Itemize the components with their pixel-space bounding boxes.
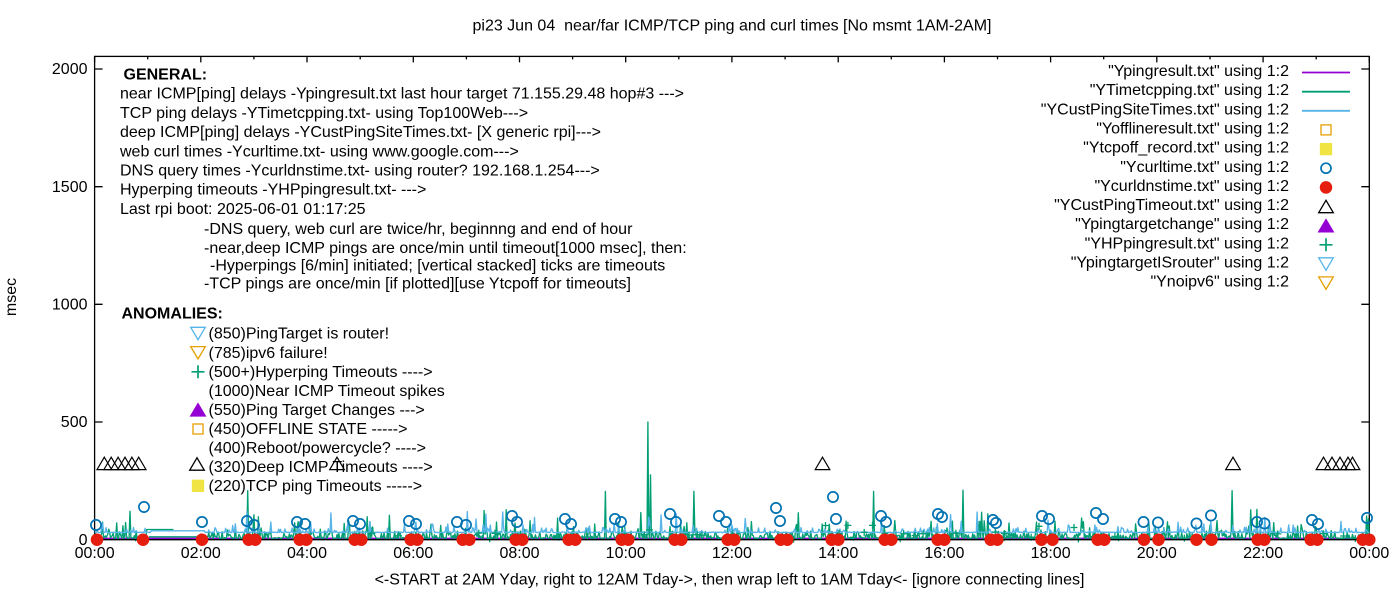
- svg-text:2000: 2000: [52, 61, 88, 78]
- svg-text:"YpingtargetISrouter" using 1:: "YpingtargetISrouter" using 1:2: [1071, 255, 1289, 272]
- svg-text:1500: 1500: [52, 179, 88, 196]
- svg-text:06:00: 06:00: [393, 545, 433, 562]
- svg-text:-TCP pings are once/min [if pl: -TCP pings are once/min [if plotted][use…: [204, 276, 631, 293]
- svg-text:Hyperping timeouts -YHPpingres: Hyperping timeouts -YHPpingresult.txt- -…: [120, 182, 426, 199]
- svg-text:pi23 Jun 04 near/far ICMP/TCP: pi23 Jun 04 near/far ICMP/TCP ping and c…: [472, 18, 991, 35]
- svg-text:"Ycurltime.txt" using 1:2: "Ycurltime.txt" using 1:2: [1120, 159, 1289, 176]
- svg-text:"YCustPingSiteTimes.txt" using: "YCustPingSiteTimes.txt" using 1:2: [1041, 101, 1289, 118]
- svg-text:22:00: 22:00: [1243, 545, 1283, 562]
- svg-text:(220)TCP ping Timeouts ----->: (220)TCP ping Timeouts ----->: [209, 478, 423, 495]
- svg-text:Last rpi boot: 2025-06-01 01:1: Last rpi boot: 2025-06-01 01:17:25: [120, 201, 366, 218]
- svg-text:(450)OFFLINE STATE ----->: (450)OFFLINE STATE ----->: [209, 421, 408, 438]
- svg-text:"Ynoipv6" using 1:2: "Ynoipv6" using 1:2: [1150, 274, 1289, 291]
- svg-text:"YTimetcpping.txt" using 1:2: "YTimetcpping.txt" using 1:2: [1090, 82, 1289, 99]
- svg-text:TCP ping delays -YTimetcpping.: TCP ping delays -YTimetcpping.txt- using…: [120, 105, 528, 122]
- svg-text:"Ypingresult.txt" using 1:2: "Ypingresult.txt" using 1:2: [1108, 63, 1289, 80]
- svg-text:04:00: 04:00: [287, 545, 327, 562]
- svg-text:DNS query times -Ycurldnstime.: DNS query times -Ycurldnstime.txt- using…: [120, 163, 600, 180]
- svg-text:deep ICMP[ping] delays -YCustP: deep ICMP[ping] delays -YCustPingSiteTim…: [120, 124, 601, 141]
- svg-text:0: 0: [79, 532, 88, 549]
- svg-text:"Ycurldnstime.txt" using 1:2: "Ycurldnstime.txt" using 1:2: [1094, 178, 1289, 195]
- svg-text:(850)PingTarget is router!: (850)PingTarget is router!: [209, 326, 390, 343]
- svg-text:near ICMP[ping] delays -Ypingr: near ICMP[ping] delays -Ypingresult.txt …: [120, 86, 684, 103]
- svg-text:(550)Ping Target Changes --->: (550)Ping Target Changes --->: [209, 402, 425, 419]
- svg-text:02:00: 02:00: [181, 545, 221, 562]
- svg-text:16:00: 16:00: [924, 545, 964, 562]
- svg-text:web curl times -Ycurltime.txt-: web curl times -Ycurltime.txt- using www…: [119, 143, 519, 160]
- svg-text:00:00: 00:00: [75, 545, 115, 562]
- svg-text:msec: msec: [3, 278, 20, 316]
- svg-text:18:00: 18:00: [1031, 545, 1071, 562]
- svg-text:"Ypingtargetchange" using 1:2: "Ypingtargetchange" using 1:2: [1075, 216, 1289, 233]
- svg-text:12:00: 12:00: [712, 545, 752, 562]
- svg-text:"YHPpingresult.txt" using 1:2: "YHPpingresult.txt" using 1:2: [1085, 235, 1289, 252]
- svg-text:-Hyperpings [6/min] initiated;: -Hyperpings [6/min] initiated; [vertical…: [210, 258, 665, 275]
- svg-text:14:00: 14:00: [818, 545, 858, 562]
- svg-text:-DNS query, web curl are twice: -DNS query, web curl are twice/hr, begin…: [204, 221, 633, 238]
- svg-text:10:00: 10:00: [606, 545, 646, 562]
- svg-text:<-START at 2AM Yday, right to: <-START at 2AM Yday, right to 12AM Tday-…: [375, 572, 1085, 589]
- svg-text:(400)Reboot/powercycle? ---->: (400)Reboot/powercycle? ---->: [209, 440, 426, 457]
- svg-text:GENERAL:: GENERAL:: [124, 66, 208, 83]
- svg-text:(500+)Hyperping Timeouts ---->: (500+)Hyperping Timeouts ---->: [209, 364, 433, 381]
- svg-text:"YCustPingTimeout.txt" using 1: "YCustPingTimeout.txt" using 1:2: [1054, 197, 1289, 214]
- svg-text:"Ytcpoff_record.txt" using 1:2: "Ytcpoff_record.txt" using 1:2: [1083, 140, 1289, 157]
- svg-text:(1000)Near ICMP Timeout spikes: (1000)Near ICMP Timeout spikes: [209, 383, 445, 400]
- svg-text:00:00: 00:00: [1349, 545, 1389, 562]
- svg-text:(785)ipv6 failure!: (785)ipv6 failure!: [209, 345, 328, 362]
- svg-text:20:00: 20:00: [1137, 545, 1177, 562]
- svg-text:"Yofflineresult.txt" using 1:2: "Yofflineresult.txt" using 1:2: [1096, 120, 1289, 137]
- svg-text:(320)Deep ICMP Timeouts ---->: (320)Deep ICMP Timeouts ---->: [209, 459, 433, 476]
- svg-text:08:00: 08:00: [499, 545, 539, 562]
- svg-text:1000: 1000: [52, 297, 88, 314]
- svg-text:ANOMALIES:: ANOMALIES:: [122, 306, 223, 323]
- svg-text:-near,deep ICMP pings are once: -near,deep ICMP pings are once/min until…: [204, 240, 687, 257]
- svg-text:500: 500: [61, 414, 88, 431]
